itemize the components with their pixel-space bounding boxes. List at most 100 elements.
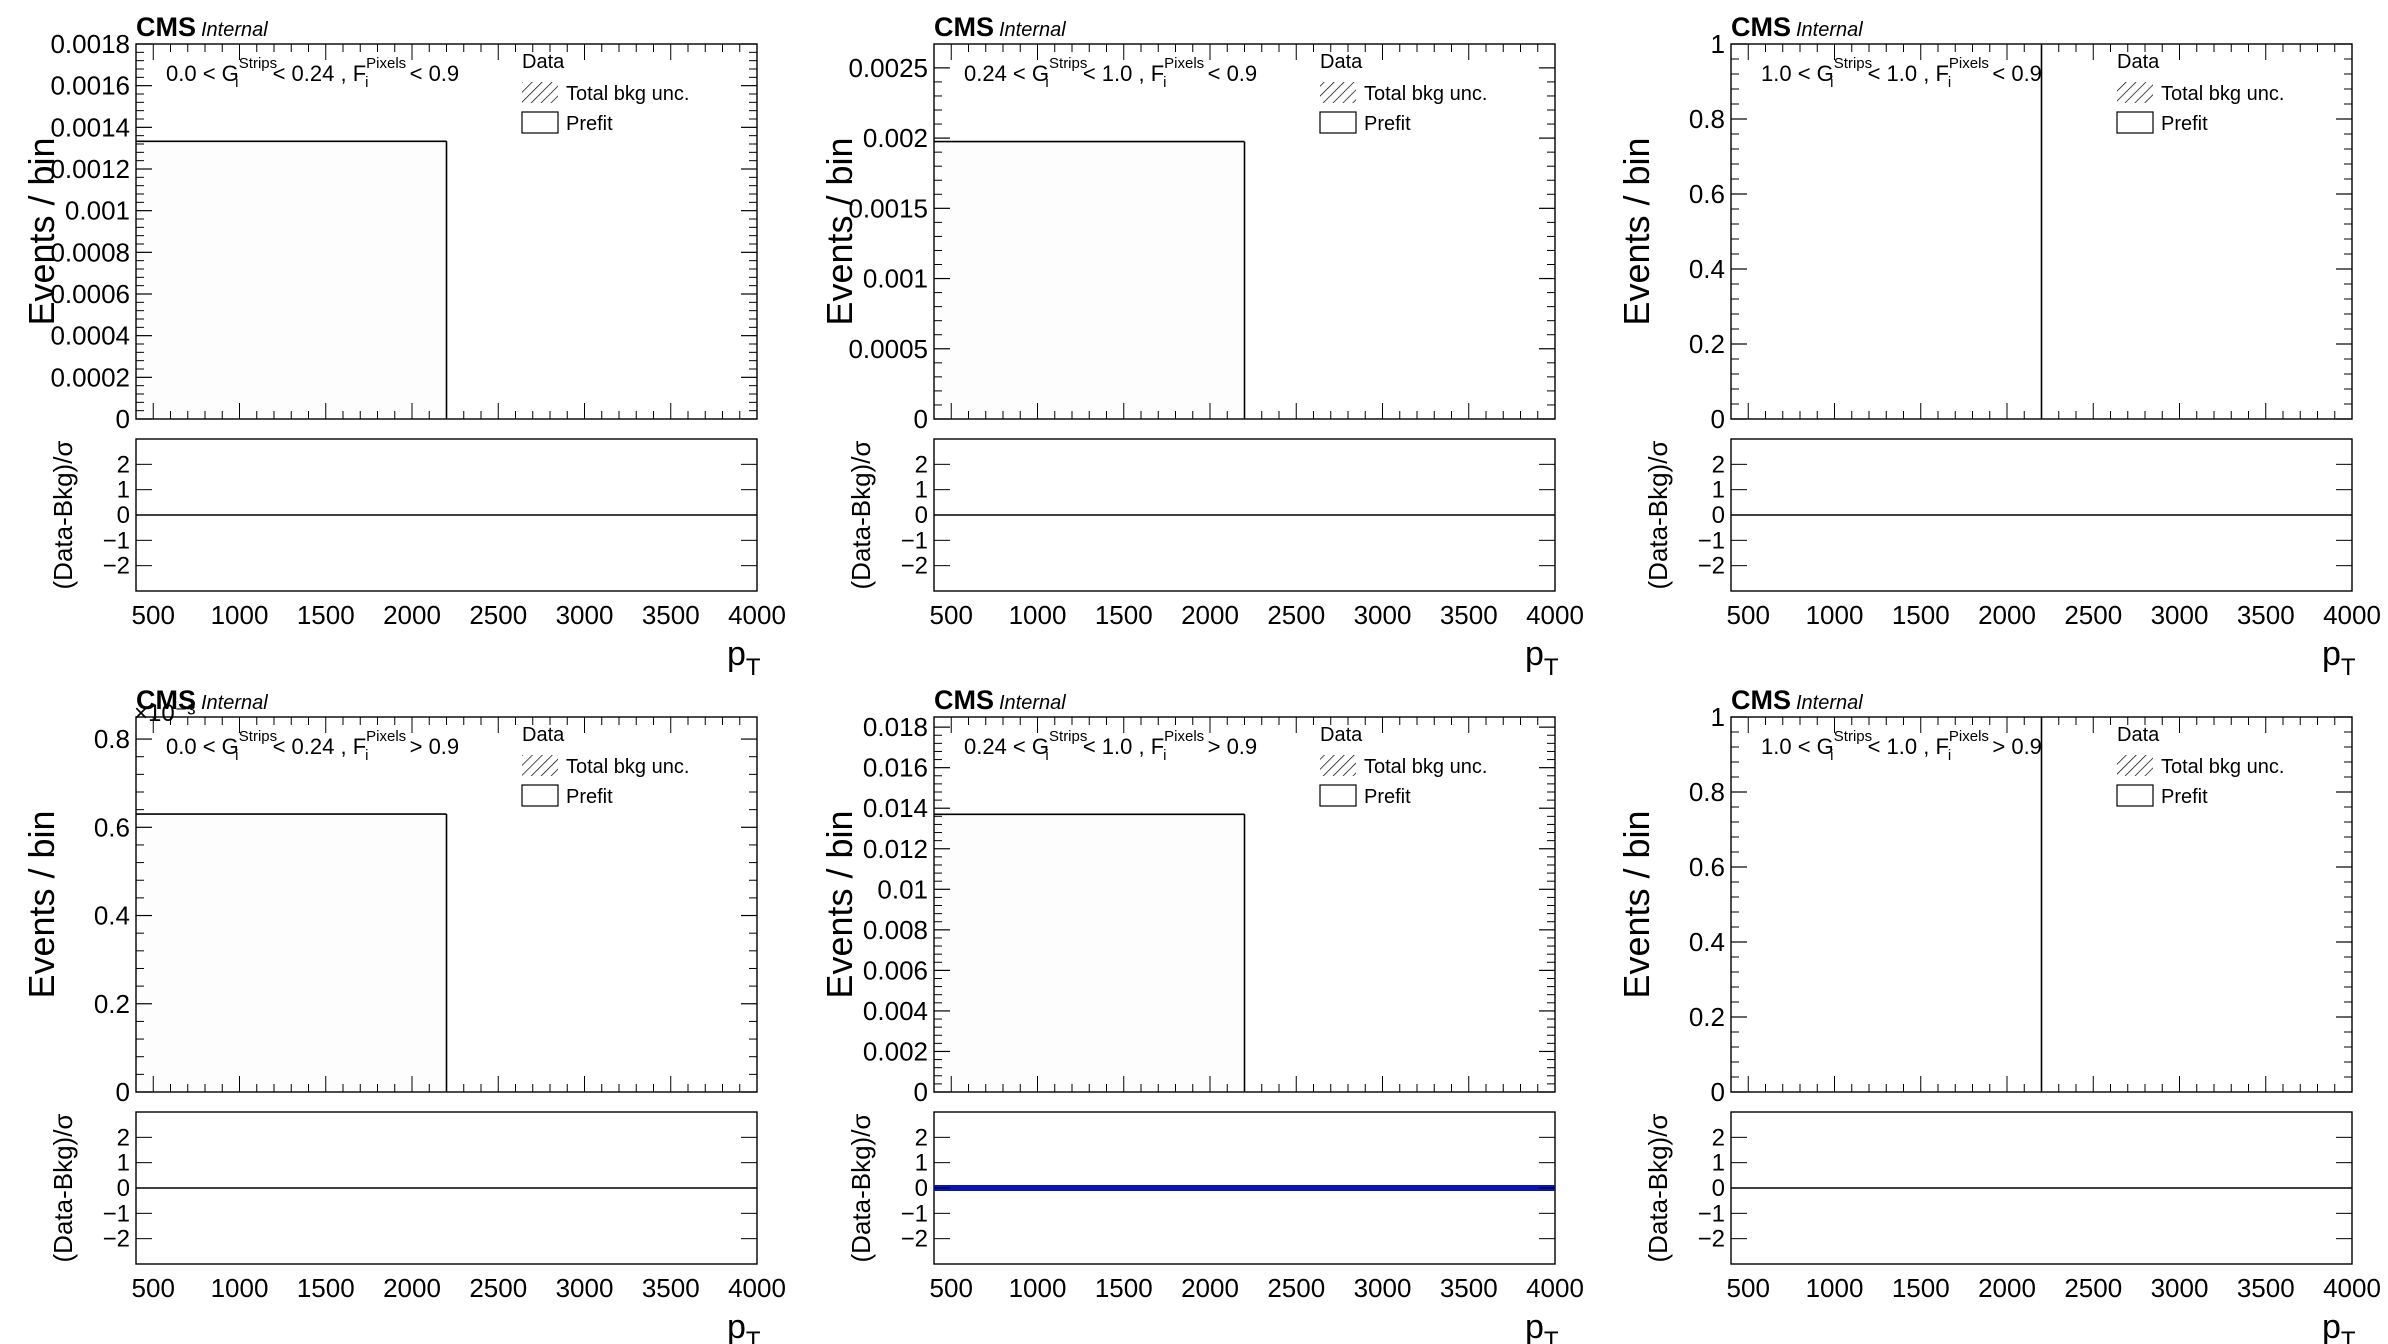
panel-1: 0 0.0002 0.0004 0.0006 0.0008 0.001 0.0012 0.00…: [21, 12, 786, 681]
x-tick-label: 4000: [728, 1273, 786, 1303]
legend-data-label: Data: [1320, 724, 1363, 746]
x-tick-label: 3000: [556, 600, 614, 630]
region-f2: > 0.9: [1986, 734, 2042, 759]
ratio-y-tick-label: 1: [915, 477, 928, 504]
ratio-y-tick-label: 1: [1712, 1150, 1725, 1177]
x-tick-label: 2000: [1978, 1273, 2036, 1303]
y-tick-label: 0.002: [863, 123, 928, 153]
legend-prefit-swatch: [521, 111, 559, 134]
y-tick-label: 0.2: [1689, 1002, 1725, 1032]
y-tick-label: 0.016: [863, 753, 928, 783]
region-sub-f: i: [1163, 74, 1166, 91]
region-sub-f: i: [365, 74, 368, 91]
y-tick-label: 0: [914, 404, 928, 434]
region-sup-pixels: Pixels: [366, 55, 406, 72]
ratio-y-tick-label: 0: [1712, 502, 1725, 529]
x-tick-label: 4000: [1526, 1273, 1584, 1303]
ratio-y-axis-title: (Data-Bkg)/σ: [1643, 1114, 1673, 1263]
x-tick-label: 1500: [1892, 600, 1950, 630]
y-tick-label: 0.0015: [848, 193, 928, 223]
x-tick-label: 2000: [1181, 1273, 1239, 1303]
region-sub-f: i: [1163, 747, 1166, 764]
legend-prefit-label: Prefit: [1364, 113, 1411, 135]
region-sub-f: i: [365, 747, 368, 764]
legend-unc-label: Total bkg unc.: [1364, 83, 1487, 105]
region-g: 0.0 < G: [166, 61, 239, 86]
x-axis-title-main: p: [2322, 635, 2341, 673]
ratio-y-tick-label: −1: [103, 527, 130, 554]
legend-prefit-swatch: [2116, 784, 2154, 807]
legend-prefit-label: Prefit: [2161, 113, 2208, 135]
x-tick-label: 500: [1727, 600, 1770, 630]
region-g2: < 0.24 , F: [266, 734, 366, 759]
y-tick-label: 0.0018: [50, 29, 130, 59]
experiment-label: CMS: [136, 12, 196, 42]
x-axis-title: pT: [2322, 1308, 2356, 1344]
region-sup-pixels: Pixels: [1949, 728, 1989, 745]
ratio-y-tick-label: 2: [117, 451, 130, 478]
ratio-y-tick-label: −1: [103, 1200, 130, 1227]
y-tick-label: 1: [1711, 29, 1725, 59]
ratio-y-tick-label: 0: [117, 502, 130, 529]
region-f2: > 0.9: [404, 734, 460, 759]
ratio-y-tick-label: 2: [117, 1124, 130, 1151]
region-label: 0.24 < GStrips i < 1.0 , FPixels i < 0.9: [964, 55, 1257, 91]
y-tick-label: 0.0008: [50, 237, 130, 267]
y-tick-label: 0.001: [863, 264, 928, 294]
legend-unc-label: Total bkg unc.: [2161, 83, 2284, 105]
status-label: Internal: [999, 19, 1066, 41]
x-tick-label: 3500: [2237, 600, 2295, 630]
region-g2: < 1.0 , F: [1861, 61, 1948, 86]
y-tick-label: 0.8: [94, 724, 130, 754]
panel-2: 0 0.0005 0.001 0.0015 0.002 0.0025 500 1000 1500…: [819, 12, 1584, 681]
x-axis-title-main: p: [1525, 1308, 1544, 1344]
region-sup-pixels: Pixels: [1949, 55, 1989, 72]
region-label: 1.0 < GStrips i < 1.0 , FPixels i > 0.9: [1761, 728, 2042, 764]
prefit-fill: [136, 814, 447, 1092]
region-sub-f: i: [1948, 747, 1951, 764]
y-axis-title: Events / bin: [819, 810, 860, 998]
x-tick-label: 1000: [1009, 600, 1067, 630]
ratio-y-tick-label: −1: [1698, 1200, 1725, 1227]
region-sub: i: [1830, 747, 1833, 764]
ratio-y-axis-title: (Data-Bkg)/σ: [1643, 441, 1673, 590]
legend-unc-swatch: [1320, 755, 1356, 776]
region-g: 0.24 < G: [964, 61, 1049, 86]
region-sub: i: [235, 747, 238, 764]
region-g: 0.0 < G: [166, 734, 239, 759]
y-tick-label: 0: [1711, 404, 1725, 434]
x-tick-label: 500: [1727, 1273, 1770, 1303]
region-label: 0.0 < GStrips i < 0.24 , FPixels i > 0.9: [166, 728, 459, 764]
y-tick-label: 0.0005: [848, 334, 928, 364]
x-axis-title: pT: [1525, 1308, 1559, 1344]
y-tick-label: 0.0004: [50, 321, 130, 351]
x-tick-label: 4000: [728, 600, 786, 630]
legend-data-label: Data: [2117, 724, 2160, 746]
y-tick-label: 0.01: [877, 874, 928, 904]
region-f2: < 0.9: [1986, 61, 2042, 86]
x-tick-label: 3000: [2151, 1273, 2209, 1303]
x-tick-label: 4000: [1526, 600, 1584, 630]
y-tick-label: 0.8: [1689, 104, 1725, 134]
legend-prefit-label: Prefit: [1364, 786, 1411, 808]
x-axis-title-sub: T: [2341, 1327, 2356, 1344]
legend-unc-swatch: [522, 82, 558, 103]
region-f2: < 0.9: [404, 61, 460, 86]
x-tick-label: 1000: [1806, 600, 1864, 630]
status-label: Internal: [201, 692, 268, 714]
y-tick-label: 0.0006: [50, 279, 130, 309]
x-tick-label: 2500: [2064, 1273, 2122, 1303]
x-tick-label: 2500: [1267, 600, 1325, 630]
ratio-y-tick-label: −2: [103, 553, 130, 580]
x-tick-label: 3000: [1354, 1273, 1412, 1303]
y-tick-label: 0.4: [1689, 254, 1725, 284]
x-tick-label: 1500: [297, 1273, 355, 1303]
x-tick-label: 500: [132, 600, 175, 630]
y-tick-label: 0.014: [863, 793, 928, 823]
region-sup-strips: Strips: [1834, 728, 1872, 745]
ratio-y-tick-label: 2: [915, 451, 928, 478]
x-axis-title-main: p: [727, 1308, 746, 1344]
region-label: 0.24 < GStrips i < 1.0 , FPixels i > 0.9: [964, 728, 1257, 764]
x-tick-label: 1500: [1892, 1273, 1950, 1303]
x-tick-label: 2500: [469, 1273, 527, 1303]
